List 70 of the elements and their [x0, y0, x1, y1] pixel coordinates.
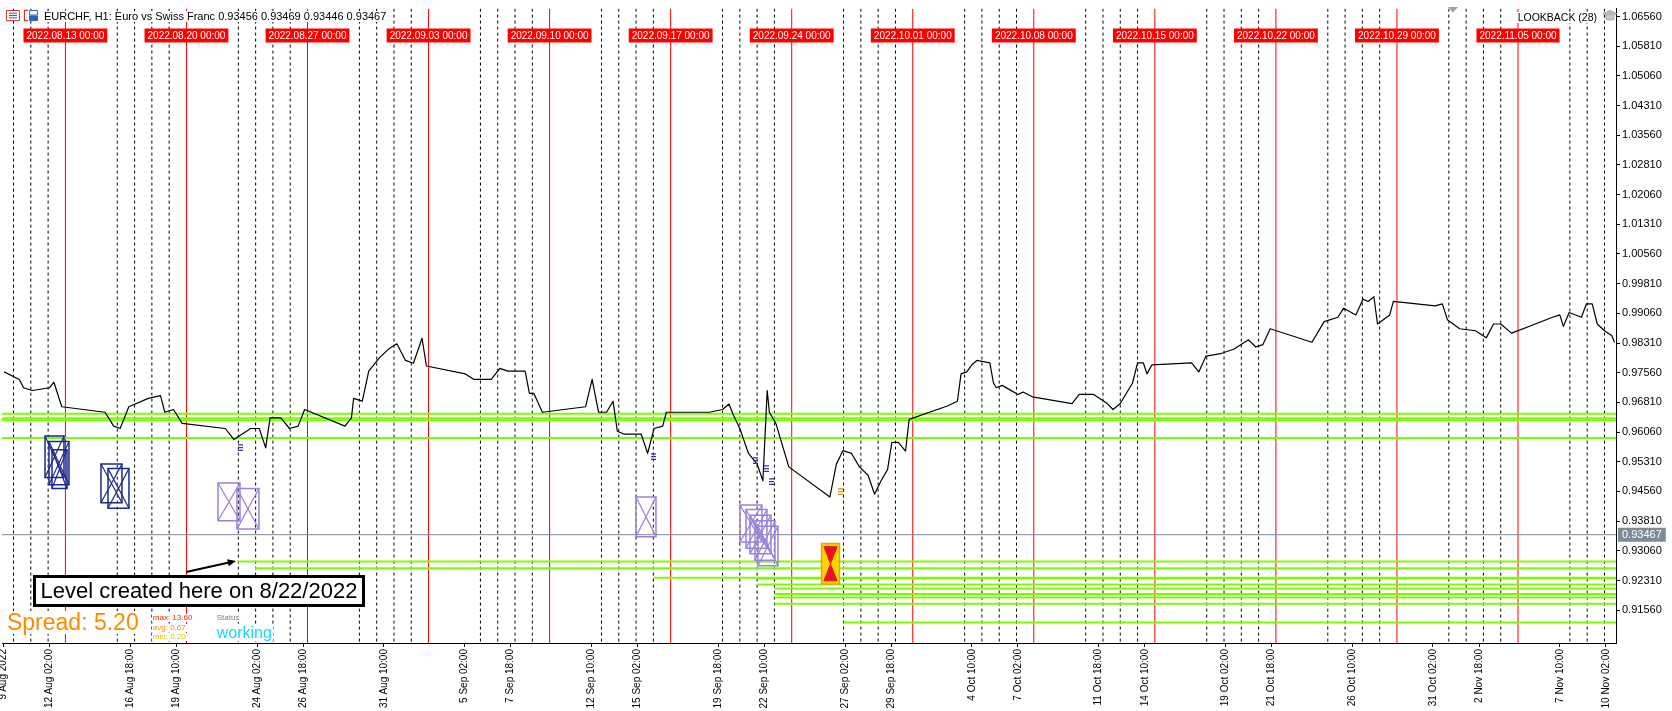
y-tick-label: 0.93060: [1622, 543, 1662, 556]
y-tick-label: 1.06560: [1622, 9, 1662, 22]
x-tick-label: 14 Oct 10:00: [1138, 648, 1150, 707]
x-tick-label: 7 Oct 02:00: [1011, 648, 1023, 701]
annotation: max: 13.60: [151, 613, 194, 623]
ref-line-label: 2022.09.03 00:00: [389, 29, 468, 41]
x-tick-label: 9 Aug 2022: [0, 648, 9, 700]
x-tick-label: 22 Sep 10:00: [758, 648, 770, 709]
ref-line-label: 2022.08.20 00:00: [147, 29, 226, 41]
annotation: Spread: 5.20: [5, 608, 140, 635]
y-tick-label: 0.95310: [1622, 454, 1662, 467]
x-tick-label: 5 Sep 02:00: [458, 648, 470, 703]
x-tick-label: 29 Sep 18:00: [884, 648, 896, 709]
annotation: Status: [215, 613, 241, 623]
x-tick-label: 26 Aug 18:00: [296, 648, 308, 708]
annotation: min: 0.20: [151, 631, 187, 641]
y-tick-label: 1.01310: [1622, 217, 1662, 230]
ref-line-label: 2022.08.27 00:00: [268, 29, 347, 41]
annotation: avg: 0.67: [151, 622, 187, 632]
x-tick-label: 16 Aug 18:00: [124, 648, 136, 708]
x-tick-label: 19 Sep 18:00: [711, 648, 723, 709]
y-tick-label: 0.93810: [1622, 514, 1662, 527]
x-tick-label: 24 Aug 02:00: [250, 648, 262, 708]
ref-line-label: 2022.09.17 00:00: [631, 29, 711, 41]
ref-line-label: 2022.09.24 00:00: [752, 29, 832, 41]
x-tick-label: 31 Oct 02:00: [1426, 648, 1438, 707]
ref-line-label: 2022.10.01 00:00: [873, 29, 953, 41]
ref-line-label: 2022.10.08 00:00: [994, 29, 1074, 41]
y-tick-label: 0.98310: [1622, 336, 1662, 349]
y-tick-label: 0.91560: [1622, 603, 1662, 616]
annotation: LOOKBACK (28): [1516, 11, 1599, 24]
x-tick-label: 26 Oct 10:00: [1346, 648, 1358, 707]
x-tick-label: 12 Aug 02:00: [43, 648, 55, 708]
x-tick-label: 15 Sep 02:00: [631, 648, 643, 709]
y-tick-label: 1.05810: [1622, 39, 1662, 52]
ref-line-label: 0.93467: [1622, 528, 1662, 541]
y-tick-label: 1.02810: [1622, 157, 1662, 170]
y-tick-label: 1.05060: [1622, 68, 1662, 81]
y-tick-label: 0.99060: [1622, 306, 1662, 319]
ref-line-label: 2022.10.22 00:00: [1236, 29, 1316, 41]
y-tick-label: 0.97560: [1622, 365, 1662, 378]
annotation: Level created here on 8/22/2022: [32, 575, 366, 608]
y-tick-label: 0.99810: [1622, 276, 1662, 289]
x-tick-label: 10 Nov 02:00: [1599, 648, 1611, 709]
ref-line-label: 2022.10.15 00:00: [1115, 29, 1195, 41]
y-tick-label: 0.94560: [1622, 484, 1662, 497]
y-tick-label: 1.04310: [1622, 98, 1662, 111]
chart-title: EURCHF, H1: Euro vs Swiss Franc 0.93456 0.93469 0.93446 0.93467: [41, 9, 389, 22]
ref-line-label: 2022.11.05 00:00: [1479, 29, 1557, 41]
x-tick-label: 12 Sep 10:00: [585, 648, 597, 709]
x-tick-label: 19 Aug 10:00: [170, 648, 182, 708]
y-tick-label: 0.92310: [1622, 573, 1662, 586]
annotation: working: [215, 623, 273, 641]
x-tick-label: 7 Nov 10:00: [1553, 648, 1565, 703]
x-tick-label: 7 Sep 18:00: [504, 648, 516, 703]
x-tick-label: 2 Nov 18:00: [1472, 648, 1484, 703]
y-tick-label: 1.02060: [1622, 187, 1662, 200]
ref-line-label: 2022.09.10 00:00: [510, 29, 589, 41]
y-tick-label: 1.00560: [1622, 247, 1662, 259]
x-tick-label: 31 Aug 10:00: [377, 648, 389, 708]
x-tick-label: 4 Oct 10:00: [965, 648, 977, 701]
x-tick-label: 27 Sep 02:00: [838, 648, 850, 709]
ref-line-label: 2022.08.13 00:00: [26, 29, 105, 41]
x-tick-label: 21 Oct 18:00: [1265, 648, 1277, 707]
x-tick-label: 11 Oct 18:00: [1092, 648, 1104, 706]
ref-line-label: 2022.10.29 00:00: [1358, 29, 1437, 41]
y-tick-label: 0.96060: [1622, 425, 1662, 438]
y-tick-label: 0.96810: [1622, 395, 1662, 408]
y-tick-label: 1.03560: [1622, 128, 1662, 141]
x-tick-label: 19 Oct 02:00: [1219, 648, 1231, 707]
